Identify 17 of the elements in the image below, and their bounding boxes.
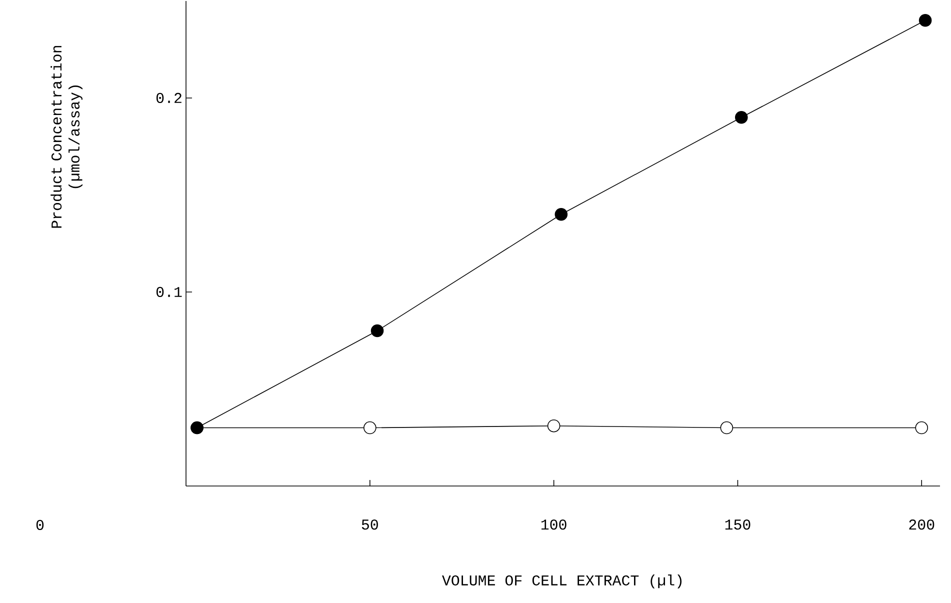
point xyxy=(918,14,932,27)
point xyxy=(915,421,928,434)
y-axis-title: Product Concentration (µmol/assay) xyxy=(50,46,82,228)
point xyxy=(364,421,376,434)
y-tick-label: 0.1 xyxy=(156,286,182,298)
point xyxy=(547,419,560,432)
x-tick-label: 150 xyxy=(725,520,750,530)
point xyxy=(734,110,748,124)
y-tick-label: 0.2 xyxy=(156,92,182,104)
point xyxy=(720,421,734,434)
point xyxy=(554,208,568,221)
x-tick-label: 100 xyxy=(541,520,566,530)
x-tick-label: 50 xyxy=(362,520,378,530)
x-tick-label: 200 xyxy=(909,520,934,530)
text: 0 xyxy=(36,520,44,530)
x-axis-title: VOLUME OF CELL EXTRACT (µl) xyxy=(442,574,682,588)
point xyxy=(370,324,384,338)
